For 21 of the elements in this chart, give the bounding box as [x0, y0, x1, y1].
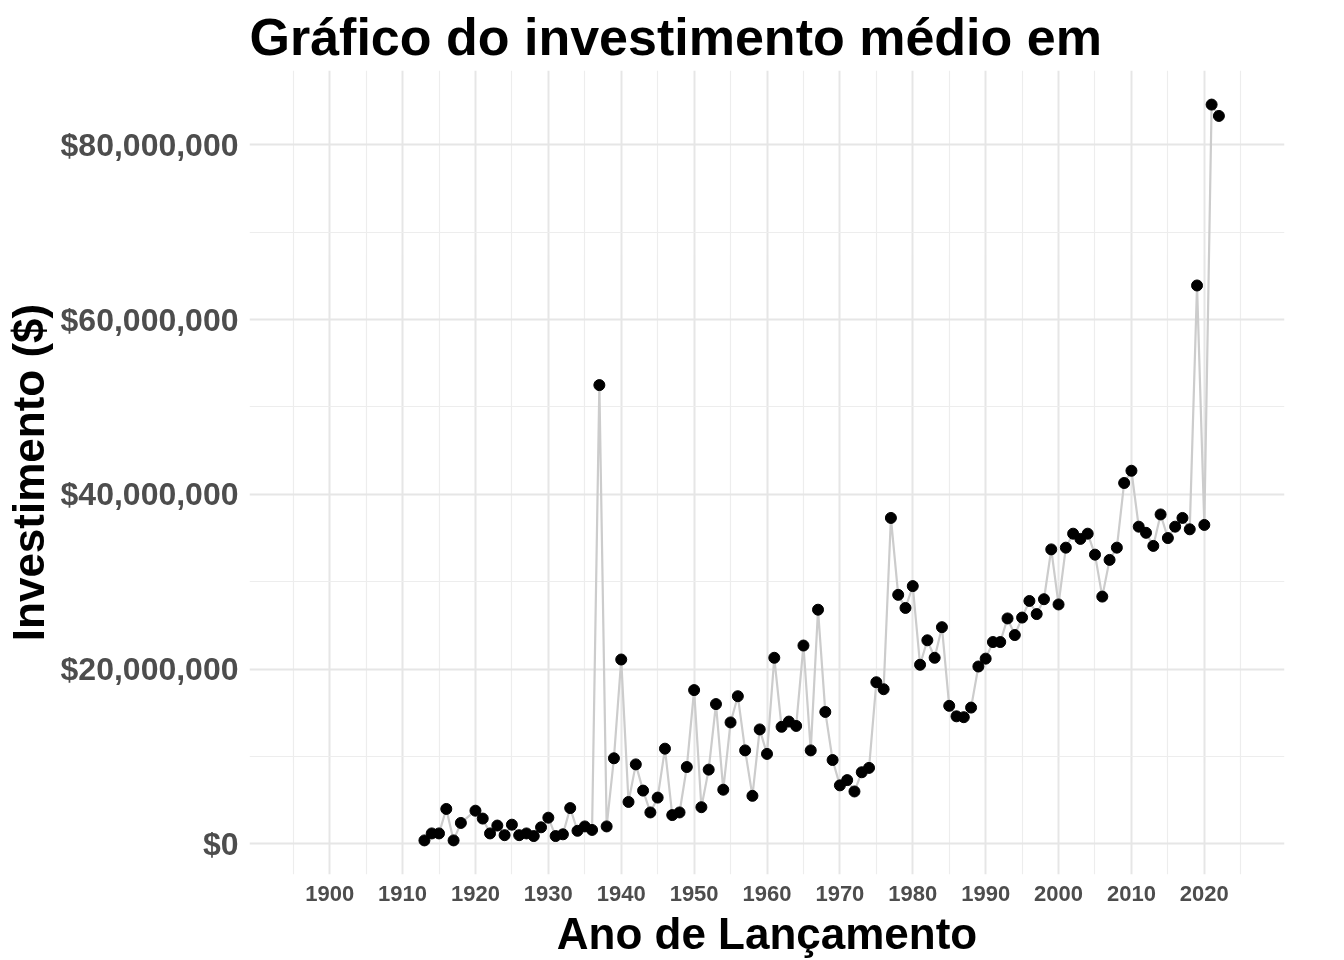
x-tick-label: 2000 — [1034, 880, 1084, 906]
y-tick-label: $60,000,000 — [60, 301, 239, 338]
x-tick-label: 1960 — [742, 880, 792, 906]
x-tick-label: 1980 — [888, 880, 938, 906]
y-axis-title: Investimento ($) — [3, 303, 53, 642]
x-tick-label: 2020 — [1179, 880, 1229, 906]
x-tick-label: 1950 — [669, 880, 719, 906]
y-tick-label: $20,000,000 — [60, 651, 239, 688]
y-tick-label: $0 — [202, 825, 239, 862]
x-tick-label: 1930 — [523, 880, 573, 906]
x-tick-label: 1940 — [596, 880, 646, 906]
x-tick-label: 1910 — [378, 880, 428, 906]
x-tick-label: 1990 — [961, 880, 1011, 906]
x-axis-title: Ano de Lançamento — [556, 908, 978, 958]
y-tick-label: $80,000,000 — [60, 126, 239, 163]
x-tick-label: 1970 — [815, 880, 865, 906]
x-tick-label: 1900 — [305, 880, 355, 906]
chart-title: Gráfico do investimento médio em — [249, 7, 1102, 66]
x-tick-label: 2010 — [1106, 880, 1156, 906]
y-tick-label: $40,000,000 — [60, 476, 239, 513]
x-tick-label: 1920 — [450, 880, 500, 906]
